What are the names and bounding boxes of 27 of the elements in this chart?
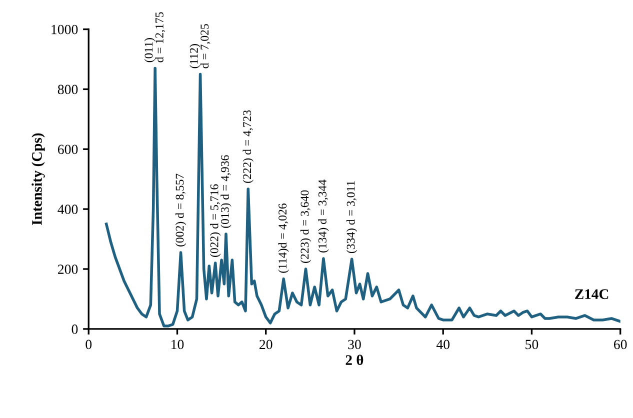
- x-tick-label: 0: [86, 340, 92, 350]
- x-axis-title: 2 θ: [346, 354, 364, 366]
- x-tick-label: 50: [526, 340, 538, 350]
- annotation: (011) d = 12,175: [144, 12, 166, 62]
- y-tick-label: 800: [58, 84, 78, 94]
- y-tick-label: 0: [72, 324, 78, 334]
- y-tick-label: 400: [58, 204, 78, 214]
- annotation: (013) d = 4,936: [220, 155, 232, 228]
- series-label: Z14C: [575, 289, 608, 300]
- x-tick-label: 60: [614, 340, 627, 350]
- line-series: [104, 66, 620, 328]
- x-tick-label: 20: [260, 340, 272, 350]
- x-tick-label: 30: [348, 340, 361, 350]
- annotation: (223) d = 3,640: [300, 190, 312, 263]
- y-axis-title: Intensity (Cps): [32, 133, 45, 226]
- annotation: (002) d = 8,557: [175, 174, 186, 246]
- x-tick-label: 10: [172, 340, 184, 350]
- y-tick-label: 600: [58, 144, 78, 154]
- annotation: (114)d = 4,026: [278, 204, 289, 273]
- x-tick-label: 40: [436, 340, 450, 350]
- annotation: (334) d = 3,011: [346, 181, 358, 254]
- annotation: (112) d = 7,025: [190, 24, 210, 68]
- annotation: (022) d = 5,716: [210, 184, 221, 257]
- y-tick-label: 1000: [52, 24, 78, 34]
- annotation: (134) d = 3,344: [318, 180, 329, 252]
- annotation: (222) d = 4,723: [242, 110, 254, 183]
- y-tick-label: 200: [58, 264, 78, 274]
